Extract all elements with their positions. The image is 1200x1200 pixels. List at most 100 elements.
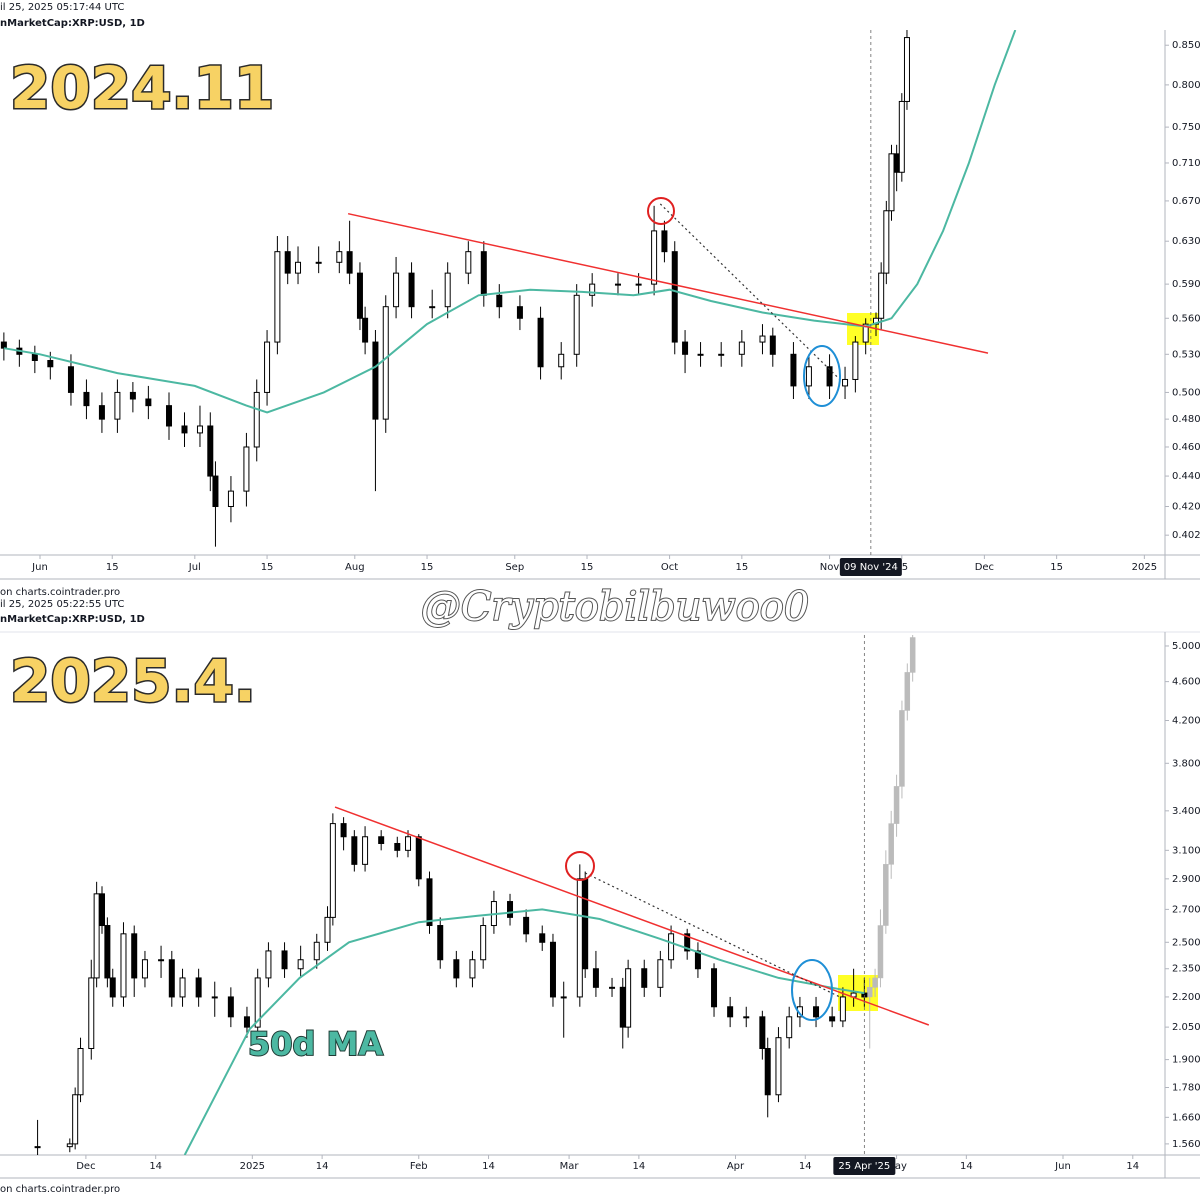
- x-tick-label: 14: [960, 1161, 973, 1172]
- candle-body: [405, 836, 412, 851]
- x-tick-label: 15: [581, 562, 594, 573]
- x-tick-label: May: [886, 1161, 907, 1172]
- candle-body: [179, 977, 186, 998]
- timestamp: il 25, 2025 05:17:44 UTC: [0, 2, 124, 13]
- candle-body: [297, 959, 304, 970]
- x-tick-label: Sep: [505, 562, 524, 573]
- consolidation-circle: [803, 345, 841, 407]
- candle-body: [104, 925, 111, 979]
- candle-body: [212, 475, 219, 508]
- candle-body: [362, 836, 369, 865]
- candle-body: [444, 272, 451, 308]
- y-tick-label: 2.200: [1172, 992, 1200, 1003]
- candle-body: [893, 153, 900, 173]
- y-tick-label: 0.440: [1172, 471, 1200, 482]
- moving-average: [183, 908, 865, 1155]
- axes: 0.850 0.800 0.750 0.710 0.670 0.630 0.590 0.560…: [31, 30, 1200, 1175]
- y-tick-label: 0.500: [1172, 387, 1200, 398]
- x-tick-label: 15: [421, 562, 434, 573]
- candle-body: [88, 977, 95, 1050]
- candle-body: [866, 987, 873, 998]
- x-tick-label: 14: [799, 1161, 812, 1172]
- candle-body: [805, 366, 812, 387]
- x-tick-label: 14: [1126, 1161, 1139, 1172]
- x-tick-label: 14: [316, 1161, 329, 1172]
- x-tick-label: Feb: [410, 1161, 428, 1172]
- symbol: nMarketCap:XRP:USD, 1D: [0, 614, 145, 625]
- candle-body: [877, 925, 884, 979]
- x-tick-label: 2025: [240, 1161, 265, 1172]
- candle-body: [313, 941, 320, 961]
- candle-body: [145, 398, 152, 407]
- watermark: @Cryptobilbuwoo0: [421, 584, 810, 630]
- candle-body: [560, 996, 567, 999]
- y-tick-label: 1.900: [1172, 1055, 1200, 1066]
- y-tick-label: 0.630: [1172, 236, 1200, 247]
- candle-body: [195, 977, 202, 998]
- dotted-line: [584, 872, 840, 998]
- candle-body: [878, 272, 885, 319]
- candle-body: [635, 283, 642, 286]
- y-tick-label: 2.050: [1172, 1022, 1200, 1033]
- y-tick-label: 2.700: [1172, 904, 1200, 915]
- candle-body: [254, 977, 261, 1028]
- candle-body: [790, 353, 797, 387]
- x-tick-label: Jul: [188, 562, 201, 573]
- candle-body: [862, 323, 869, 343]
- y-tick-label: 0.850: [1172, 40, 1200, 51]
- candle-body: [437, 925, 444, 961]
- candle-body: [872, 977, 878, 988]
- y-tick-label: 0.420: [1172, 502, 1200, 513]
- candle-body: [207, 425, 214, 477]
- peak-circle: [565, 851, 595, 881]
- y-tick-label: 0.590: [1172, 279, 1200, 290]
- candle-body: [668, 933, 675, 961]
- candle-body: [786, 1016, 793, 1039]
- candle-body: [83, 391, 90, 407]
- candle-body: [711, 968, 718, 1008]
- x-tick-label: 14: [149, 1161, 162, 1172]
- candle-body: [480, 925, 487, 961]
- candle-body: [253, 391, 260, 448]
- x-tick-label: 15: [1050, 562, 1063, 573]
- candle-body: [382, 306, 389, 420]
- candle-body: [408, 272, 415, 308]
- candle-body: [166, 405, 173, 427]
- candle-body: [284, 251, 291, 274]
- x-tick-label: 2025: [1132, 562, 1157, 573]
- x-tick-label: Dec: [975, 562, 994, 573]
- candle-body: [582, 878, 589, 970]
- candle-body: [898, 100, 905, 173]
- trendline: [347, 212, 989, 354]
- plot-area: [0, 30, 1017, 547]
- candle-body: [415, 836, 422, 880]
- candle-body: [480, 251, 487, 296]
- candle-body: [131, 933, 138, 979]
- candle-body: [315, 261, 322, 264]
- y-tick-label: 2.900: [1172, 874, 1200, 885]
- candle-body: [558, 353, 565, 368]
- candle-body: [909, 637, 916, 673]
- y-tick-label: 1.780: [1172, 1082, 1200, 1093]
- candle-body: [351, 836, 358, 865]
- candle-body: [775, 1037, 782, 1096]
- candle-body: [426, 878, 433, 927]
- candle-body: [684, 933, 691, 952]
- y-tick-label: 1.660: [1172, 1112, 1200, 1123]
- candle-body: [141, 959, 148, 979]
- candle-body: [764, 1048, 771, 1096]
- candle-body: [657, 959, 664, 988]
- candle-body: [507, 901, 514, 918]
- source: on charts.cointrader.pro: [0, 587, 120, 598]
- candle-body: [609, 986, 616, 989]
- candle-body: [537, 317, 544, 368]
- candle-body: [759, 1016, 766, 1050]
- x-tick-label: 15: [735, 562, 748, 573]
- candle-body: [465, 251, 472, 274]
- x-tick-label: 14: [633, 1161, 646, 1172]
- candle-body: [66, 1143, 73, 1148]
- candle-body: [625, 968, 632, 1028]
- y-tick-label: 0.530: [1172, 349, 1200, 360]
- y-tick-label: 0.460: [1172, 442, 1200, 453]
